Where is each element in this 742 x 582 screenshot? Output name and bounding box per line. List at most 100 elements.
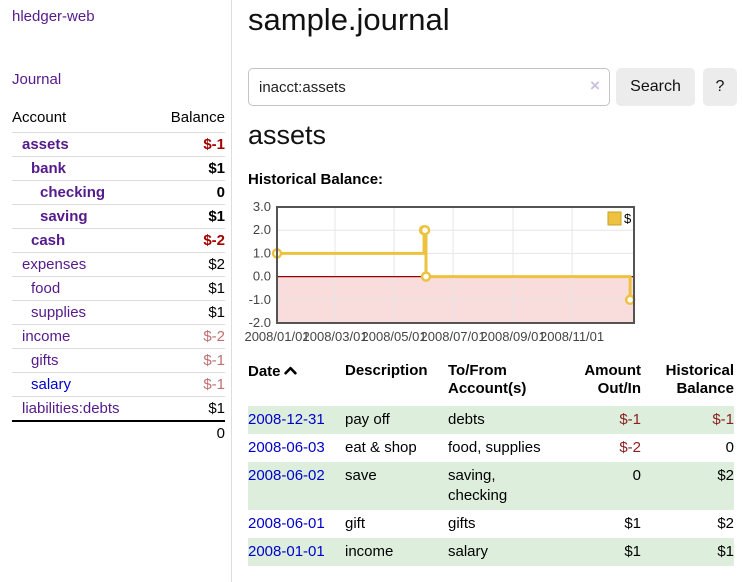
help-button[interactable]: ? — [703, 68, 737, 106]
search-button[interactable]: Search — [616, 68, 695, 106]
svg-text:3.0: 3.0 — [253, 199, 271, 214]
account-balance: $-1 — [153, 372, 225, 397]
account-balance: $1 — [153, 300, 225, 325]
description-header: Description — [345, 362, 428, 379]
transaction-row: 2008-06-02 save saving, checking 0 $2 — [248, 462, 734, 510]
svg-text:2008/05/01: 2008/05/01 — [362, 329, 427, 344]
account-link-saving[interactable]: saving — [40, 208, 88, 225]
transaction-accounts: debts — [448, 411, 485, 428]
transaction-row: 2008-12-31 pay off debts $-1 $-1 — [248, 406, 734, 434]
transaction-description: gift — [345, 515, 366, 532]
transaction-date-link[interactable]: 2008-06-02 — [248, 467, 325, 484]
transaction-amount: $1 — [624, 515, 641, 532]
account-link-salary[interactable]: salary — [31, 376, 72, 393]
search-input[interactable] — [248, 68, 610, 106]
transaction-date-link[interactable]: 2008-06-01 — [248, 515, 325, 532]
transaction-balance: $-1 — [712, 411, 734, 428]
transaction-date-link[interactable]: 2008-01-01 — [248, 543, 325, 560]
svg-text:2008/11/01: 2008/11/01 — [540, 329, 604, 344]
account-link-expenses[interactable]: expenses — [22, 256, 87, 273]
transaction-description: income — [345, 543, 394, 560]
transaction-amount: $-1 — [619, 411, 641, 428]
account-link-income[interactable]: income — [22, 328, 71, 345]
svg-text:-2.0: -2.0 — [249, 315, 271, 330]
accounts-table-header-row: Account Balance — [12, 106, 225, 133]
svg-text:2008/07/01: 2008/07/01 — [421, 329, 486, 344]
account-link-food[interactable]: food — [31, 280, 61, 297]
transaction-date-link[interactable]: 2008-06-03 — [248, 439, 325, 456]
svg-text:2008/01/01: 2008/01/01 — [244, 329, 309, 344]
sort-ascending-icon — [283, 362, 297, 380]
transaction-row: 2008-06-03 eat & shop food, supplies $-2… — [248, 434, 734, 462]
account-link-supplies[interactable]: supplies — [31, 304, 87, 321]
account-balance: $1 — [153, 396, 225, 421]
transaction-description: eat & shop — [345, 439, 417, 456]
svg-text:1.0: 1.0 — [253, 245, 271, 260]
account-row: saving $1 — [12, 204, 225, 229]
transaction-amount: $-2 — [619, 439, 641, 456]
account-link-assets[interactable]: assets — [22, 136, 69, 153]
account-row: food $1 — [12, 276, 225, 301]
transaction-balance: $1 — [717, 543, 734, 560]
account-row: checking 0 — [12, 180, 225, 205]
app-title-link[interactable]: hledger-web — [12, 8, 95, 25]
sidebar: hledger-web Journal Account Balance asse… — [0, 0, 232, 582]
legend-swatch — [607, 211, 622, 226]
accounts-total-row: 0 — [12, 420, 225, 445]
page-title: sample.journal — [248, 2, 450, 37]
transaction-accounts: gifts — [448, 515, 476, 532]
sort-by-date-header[interactable]: Date — [248, 360, 345, 406]
transaction-accounts: food, supplies — [448, 439, 541, 456]
account-balance: $-2 — [153, 324, 225, 349]
account-column-header: Account — [12, 109, 67, 126]
transaction-row: 2008-01-01 income salary $1 $1 — [248, 538, 734, 566]
account-link-bank[interactable]: bank — [31, 160, 67, 177]
transaction-amount: 0 — [632, 467, 641, 484]
transaction-accounts: salary — [448, 543, 489, 560]
svg-text:-1.0: -1.0 — [249, 292, 271, 307]
account-row: supplies $1 — [12, 300, 225, 325]
svg-text:2008/03/01: 2008/03/01 — [303, 329, 368, 344]
historical-balance-chart: 3.0 2.0 1.0 0.0 -1.0 -2.02008/01/012008/03/01… — [244, 199, 636, 344]
account-link-gifts[interactable]: gifts — [31, 352, 59, 369]
total-balance: 0 — [153, 420, 225, 445]
account-balance: $1 — [153, 276, 225, 301]
account-balance: $2 — [153, 252, 225, 277]
amount-header: Amount Out/In — [584, 362, 641, 397]
balance-column-header: Balance — [170, 109, 225, 126]
account-row: bank $1 — [12, 156, 225, 181]
account-balance: 0 — [153, 180, 225, 205]
transaction-description: save — [345, 467, 377, 484]
balance-header: Historical Balance — [665, 362, 734, 397]
account-balance: $1 — [153, 156, 225, 181]
account-link-checking[interactable]: checking — [40, 184, 106, 201]
account-row: liabilities:debts $1 — [12, 396, 225, 421]
transaction-balance: $2 — [717, 467, 734, 484]
account-balance: $-1 — [153, 348, 225, 373]
svg-text:0.0: 0.0 — [253, 269, 271, 284]
svg-text:2008/09/01: 2008/09/01 — [481, 329, 546, 344]
transaction-amount: $1 — [624, 543, 641, 560]
transaction-description: pay off — [345, 411, 390, 428]
clear-search-icon[interactable]: × — [590, 76, 600, 95]
account-balance: $1 — [153, 204, 225, 229]
search-form: × Search ? — [248, 68, 742, 106]
account-heading: assets — [248, 120, 327, 150]
transaction-date-link[interactable]: 2008-12-31 — [248, 411, 325, 428]
register-table: Date Description To/From Account(s) Amou… — [248, 360, 734, 566]
accounts-balance-table: Account Balance assets $-1 bank $1 check… — [12, 106, 225, 445]
legend-label: $ — [624, 211, 632, 226]
transaction-balance: $2 — [717, 515, 734, 532]
account-balance: $-1 — [153, 132, 225, 157]
account-row: expenses $2 — [12, 252, 225, 277]
account-link-liabilities-debts[interactable]: liabilities:debts — [22, 400, 120, 417]
account-row: cash $-2 — [12, 228, 225, 253]
sidebar-item-journal[interactable]: Journal — [12, 71, 62, 88]
account-row: gifts $-1 — [12, 348, 225, 373]
account-link-cash[interactable]: cash — [31, 232, 66, 249]
transaction-balance: 0 — [725, 439, 734, 456]
account-row: assets $-1 — [12, 132, 225, 157]
transaction-row: 2008-06-01 gift gifts $1 $2 — [248, 510, 734, 538]
account-row: income $-2 — [12, 324, 225, 349]
accounts-header: To/From Account(s) — [448, 362, 527, 397]
